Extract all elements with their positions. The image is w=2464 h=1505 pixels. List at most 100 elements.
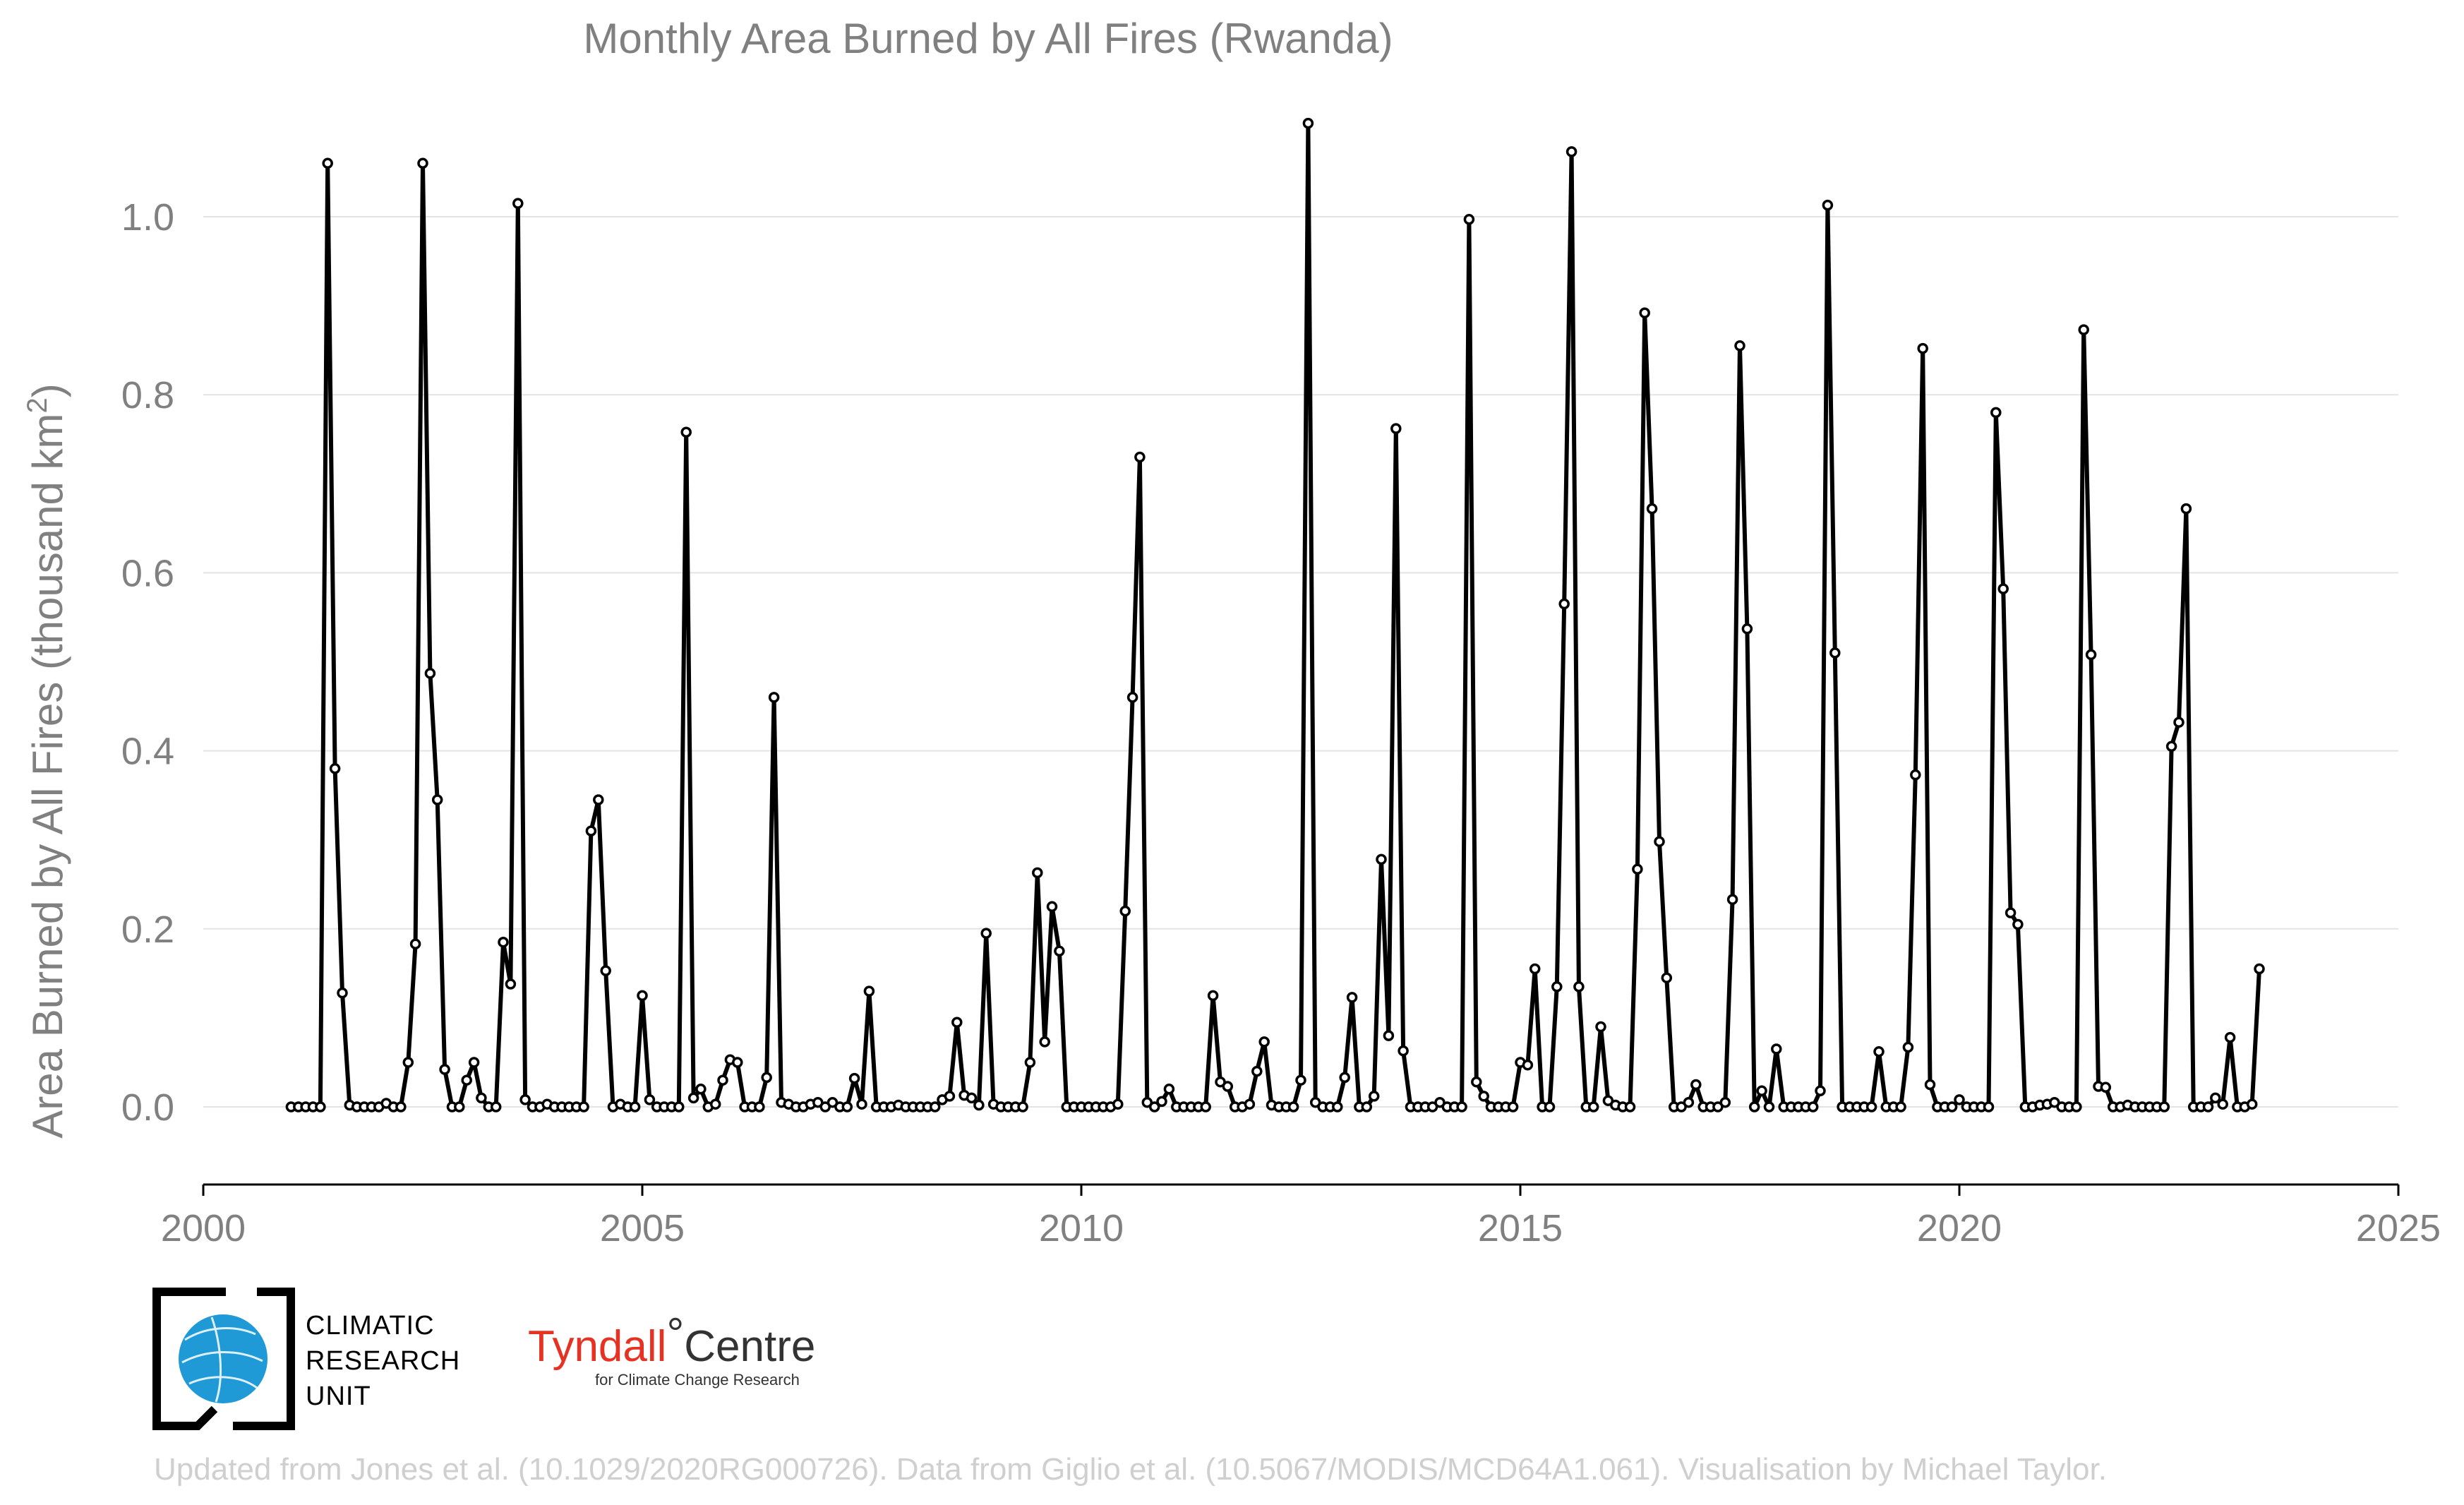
- cru-globe-contours-icon: [181, 1317, 263, 1403]
- data-point: [1544, 1101, 1556, 1113]
- data-point: [505, 978, 517, 990]
- data-point: [1398, 1045, 1409, 1057]
- data-point: [600, 965, 611, 976]
- data-point: [2165, 740, 2177, 752]
- data-point: [1134, 451, 1146, 463]
- y-axis-label-main: Area Burned by All Fires (thousand km: [24, 414, 71, 1139]
- data-point: [1983, 1101, 1995, 1113]
- data-point: [944, 1091, 956, 1102]
- data-point: [1507, 1101, 1519, 1113]
- data-point: [1163, 1084, 1175, 1095]
- data-point: [1383, 1030, 1395, 1041]
- data-point: [1148, 1101, 1160, 1113]
- data-point: [1815, 1085, 1826, 1097]
- data-point: [1054, 945, 1065, 957]
- data-point: [2078, 324, 2089, 335]
- data-point: [322, 157, 333, 169]
- data-point: [2100, 1081, 2112, 1093]
- data-point: [717, 1074, 728, 1086]
- data-point: [951, 1017, 963, 1028]
- data-point: [417, 157, 428, 169]
- data-point: [1258, 1036, 1270, 1048]
- y-axis-label: Area Burned by All Fires (thousand km2): [22, 383, 71, 1138]
- data-point: [585, 825, 597, 837]
- data-point: [1478, 1091, 1489, 1102]
- data-point: [1690, 1079, 1702, 1091]
- data-point: [1990, 407, 2002, 419]
- data-point: [1654, 836, 1665, 847]
- data-point: [519, 1094, 531, 1105]
- data-point: [2071, 1101, 2082, 1113]
- data-point: [1456, 1101, 1467, 1113]
- data-point: [2158, 1101, 2170, 1113]
- data-point: [1895, 1101, 1906, 1113]
- data-point: [1902, 1041, 1914, 1053]
- data-point: [1222, 1081, 1234, 1092]
- data-point: [1734, 340, 1745, 352]
- y-tick-label: 0.6: [121, 552, 174, 594]
- data-point: [1954, 1094, 1965, 1105]
- data-point: [1573, 981, 1585, 993]
- data-point: [1646, 503, 1658, 515]
- data-point: [1200, 1101, 1211, 1113]
- data-point: [2012, 918, 2024, 930]
- data-point: [2246, 1098, 2258, 1110]
- data-point: [1946, 1101, 1958, 1113]
- y-tick-label: 0.2: [121, 909, 174, 951]
- cru-logo-line1: CLIMATIC: [306, 1311, 435, 1341]
- data-point: [1726, 894, 1738, 905]
- data-point: [1924, 1079, 1936, 1091]
- tyndall-logo-subtitle: for Climate Change Research: [595, 1371, 800, 1389]
- data-point: [315, 1101, 326, 1113]
- data-point: [1587, 1101, 1599, 1113]
- data-point: [578, 1101, 589, 1113]
- data-point: [841, 1101, 853, 1113]
- data-point: [1119, 905, 1131, 917]
- data-point: [1032, 867, 1043, 879]
- data-point: [856, 1098, 867, 1110]
- data-point: [395, 1101, 407, 1113]
- data-point: [1295, 1074, 1306, 1086]
- data-point: [1661, 972, 1673, 983]
- series-line: [291, 121, 2261, 1109]
- data-point: [402, 1057, 414, 1068]
- data-point: [409, 938, 421, 949]
- data-point: [490, 1101, 502, 1113]
- data-point: [754, 1101, 765, 1113]
- data-point: [1595, 1021, 1606, 1033]
- y-tick-labels: 0.0 0.2 0.4 0.6 0.8 1.0: [121, 196, 174, 1129]
- y-tick-label: 0.0: [121, 1086, 174, 1129]
- x-tick-label: 2020: [1917, 1207, 2002, 1249]
- data-point: [1361, 1101, 1373, 1113]
- data-point: [1873, 1046, 1885, 1057]
- data-point: [1207, 990, 1219, 1002]
- data-point: [454, 1101, 465, 1113]
- data-point: [1244, 1098, 1256, 1110]
- data-point: [461, 1074, 472, 1086]
- data-point: [1339, 1072, 1350, 1084]
- tyndall-logo-degree: °: [666, 1309, 684, 1358]
- data-point: [1917, 342, 1928, 354]
- x-tick-label: 2015: [1478, 1207, 1563, 1249]
- data-point: [863, 985, 875, 997]
- data-point: [2202, 1101, 2214, 1113]
- data-point: [1368, 1091, 1380, 1102]
- data-point: [1332, 1101, 1343, 1113]
- data-point: [768, 692, 780, 703]
- data-point: [680, 426, 692, 438]
- data-point: [1529, 963, 1541, 975]
- data-point: [1522, 1059, 1534, 1071]
- data-point: [966, 1092, 978, 1104]
- data-point: [1251, 1065, 1263, 1077]
- data-point: [1807, 1101, 1819, 1113]
- x-tick-label: 2005: [600, 1207, 685, 1249]
- data-point: [1046, 901, 1058, 913]
- data-point: [1741, 623, 1753, 635]
- data-point: [1910, 769, 1921, 781]
- data-point: [2254, 963, 2265, 975]
- data-point: [2173, 716, 2184, 728]
- data-point: [1822, 199, 1834, 211]
- tyndall-logo-word2: Centre: [684, 1322, 815, 1371]
- data-point: [732, 1057, 743, 1068]
